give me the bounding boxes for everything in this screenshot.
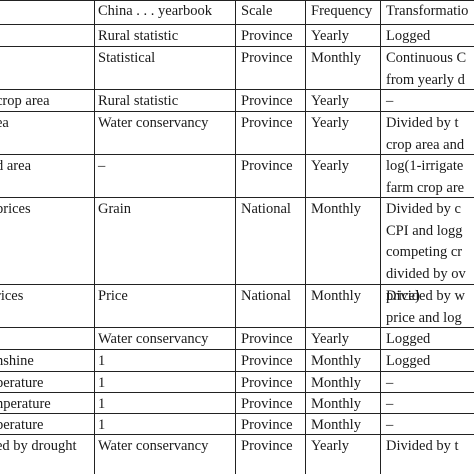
table-cell: competing cr — [386, 244, 463, 261]
table-cell: Province — [241, 396, 293, 412]
table-cell: nperature — [0, 396, 51, 412]
table-cell: Divided by c — [386, 201, 461, 217]
table-cell: ea — [0, 115, 9, 131]
table-cell: Province — [241, 28, 293, 44]
table-cell: – — [386, 417, 394, 433]
table-cell: – — [386, 396, 394, 412]
table-cell: Monthly — [311, 396, 361, 412]
table-cell: 1 — [98, 417, 106, 433]
table-cell: Province — [241, 158, 293, 174]
table-cell: Logged — [386, 331, 431, 347]
table-cell: Province — [241, 417, 293, 433]
table-cell: Province — [241, 353, 293, 369]
table-cell: divided by ov — [386, 266, 466, 283]
table-cell: Monthly — [311, 201, 361, 217]
table-cell: nshine — [0, 353, 34, 369]
header-yearbook: China . . . yearbook — [98, 3, 212, 19]
table-cell: Logged — [386, 353, 431, 369]
table-cell: Yearly — [311, 331, 349, 347]
table-cell: CPI and logg — [386, 222, 463, 239]
table-cell: Monthly — [311, 375, 361, 391]
table-cell: log(1-irrigate — [386, 158, 464, 174]
table-cell: – — [386, 375, 394, 391]
table-cell: from yearly d — [386, 71, 465, 88]
table-cell: Divided by t — [386, 115, 459, 131]
header-transformation: Transformatio — [386, 3, 469, 19]
table-cell: Province — [241, 331, 293, 347]
table-cell: ed by drought — [0, 438, 77, 454]
table-cell: National — [241, 288, 291, 304]
table-cell: Divided by w — [386, 288, 465, 304]
table-cell: Monthly — [311, 353, 361, 369]
table-cell: perature — [0, 375, 44, 391]
table-cell: Yearly — [311, 115, 349, 131]
table-cell: Water conservancy — [98, 115, 209, 131]
table-cell: prices — [0, 201, 31, 217]
table-cell: Province — [241, 375, 293, 391]
table-cell: Province — [241, 93, 293, 109]
table-cell: rices — [0, 288, 24, 304]
table-cell: – — [386, 93, 394, 109]
header-frequency: Frequency — [311, 3, 373, 19]
table-cell: National — [241, 201, 291, 217]
table-cell: price) — [386, 287, 420, 304]
table-cell: Rural statistic — [98, 28, 179, 44]
table-cell: Province — [241, 438, 293, 454]
table-cell: crop area and — [386, 136, 465, 153]
table-cell: Monthly — [311, 288, 361, 304]
table-cell: price and log — [386, 309, 462, 326]
table-cell: Monthly — [311, 417, 361, 433]
table-cell: Rural statistic — [98, 93, 179, 109]
table-cell: Yearly — [311, 438, 349, 454]
table-cell: Water conservancy — [98, 438, 209, 454]
table-cell: d area — [0, 158, 32, 174]
table-cell: Yearly — [311, 28, 349, 44]
table-cell: farm crop are — [386, 179, 465, 196]
table-cell: Grain — [98, 201, 132, 217]
table-cell: Province — [241, 115, 293, 131]
table-cell: crop area — [0, 93, 50, 109]
table-cell: Continuous C — [386, 50, 467, 66]
table-cell: Logged — [386, 28, 431, 44]
table-cell: Yearly — [311, 93, 349, 109]
header-scale: Scale — [241, 3, 273, 19]
table-cell: Yearly — [311, 158, 349, 174]
table-cell: Price — [98, 288, 128, 304]
table-cell: 1 — [98, 396, 106, 412]
table-cell: Water conservancy — [98, 331, 209, 347]
table-cell: Divided by t — [386, 438, 459, 454]
table-cell: 1 — [98, 353, 106, 369]
table-cell: perature — [0, 417, 44, 433]
table-cell: – — [98, 158, 106, 174]
table-cell: Statistical — [98, 50, 156, 66]
table-cell: 1 — [98, 375, 106, 391]
table-cell: Monthly — [311, 50, 361, 66]
table-cell: Province — [241, 50, 293, 66]
